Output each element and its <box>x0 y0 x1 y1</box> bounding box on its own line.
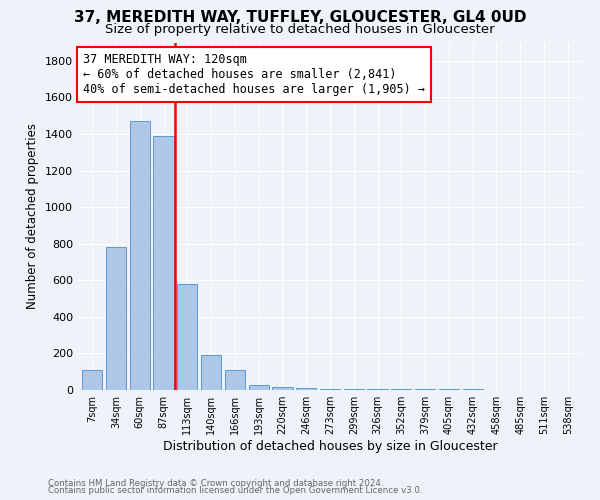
Text: Contains public sector information licensed under the Open Government Licence v3: Contains public sector information licen… <box>48 486 422 495</box>
Bar <box>130 121 150 390</box>
Bar <box>177 284 197 390</box>
Bar <box>82 370 103 390</box>
Bar <box>367 389 388 390</box>
Bar <box>344 389 364 390</box>
Text: 37, MEREDITH WAY, TUFFLEY, GLOUCESTER, GL4 0UD: 37, MEREDITH WAY, TUFFLEY, GLOUCESTER, G… <box>74 10 526 25</box>
Text: Size of property relative to detached houses in Gloucester: Size of property relative to detached ho… <box>105 22 495 36</box>
Text: Contains HM Land Registry data © Crown copyright and database right 2024.: Contains HM Land Registry data © Crown c… <box>48 478 383 488</box>
Bar <box>106 248 126 390</box>
Bar <box>225 370 245 390</box>
Text: 37 MEREDITH WAY: 120sqm
← 60% of detached houses are smaller (2,841)
40% of semi: 37 MEREDITH WAY: 120sqm ← 60% of detache… <box>83 53 425 96</box>
Bar <box>296 388 316 390</box>
X-axis label: Distribution of detached houses by size in Gloucester: Distribution of detached houses by size … <box>163 440 497 453</box>
Bar <box>248 384 269 390</box>
Bar <box>201 355 221 390</box>
Bar <box>272 388 293 390</box>
Bar <box>320 388 340 390</box>
Y-axis label: Number of detached properties: Number of detached properties <box>26 123 40 309</box>
Bar <box>154 136 173 390</box>
